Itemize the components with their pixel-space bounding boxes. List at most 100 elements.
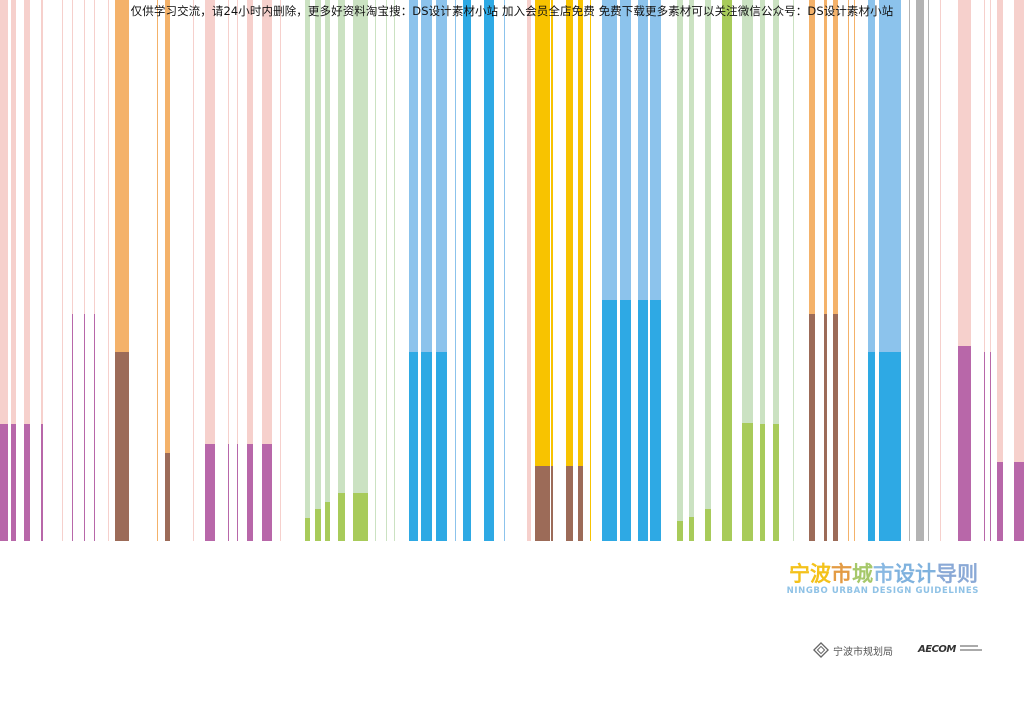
- stripe-bottom: [742, 423, 753, 541]
- stripe-bottom: [228, 444, 229, 541]
- stripe-top: [484, 0, 494, 541]
- stripe-bottom: [338, 493, 345, 541]
- title-char: 设: [894, 562, 915, 586]
- stripe-top: [990, 0, 991, 352]
- stripe-top: [24, 0, 30, 424]
- stripe-top: [868, 0, 875, 352]
- stripe-bottom: [84, 314, 85, 541]
- title-char: 则: [957, 562, 978, 586]
- stripe-top: [338, 0, 345, 493]
- stripe-top: [848, 0, 849, 541]
- planning-bureau-logo: 宁波市规划局: [813, 641, 893, 659]
- stripe-bottom: [115, 352, 129, 541]
- stripe-bottom: [689, 517, 694, 541]
- stripe-bottom: [353, 493, 368, 541]
- stripe-top: [620, 0, 631, 300]
- aecom-wordmark: AECOM: [918, 643, 956, 655]
- stripe-bottom: [94, 314, 95, 541]
- stripe-top: [809, 0, 815, 314]
- stripe-top: [760, 0, 765, 424]
- stripe-top: [578, 0, 583, 466]
- stripe-bottom: [958, 346, 971, 541]
- stripe-top: [0, 0, 8, 424]
- stripe-top: [705, 0, 711, 509]
- planning-bureau-label: 宁波市规划局: [833, 646, 893, 658]
- stripe-top: [677, 0, 683, 521]
- stripe-top: [386, 0, 387, 541]
- stripe-bottom: [638, 300, 648, 541]
- aecom-logo: AECOM: [918, 641, 982, 657]
- stripe-top: [353, 0, 368, 493]
- stripe-top: [94, 0, 95, 314]
- stripe-bottom: [305, 518, 310, 541]
- stripe-top: [205, 0, 215, 444]
- stripe-top: [958, 0, 971, 346]
- stripe-bottom: [984, 352, 985, 541]
- stripe-top: [305, 0, 310, 518]
- stripe-bottom: [760, 424, 765, 541]
- stripe-bottom: [773, 424, 779, 541]
- stripe-top: [455, 0, 456, 541]
- stripe-bottom: [205, 444, 215, 541]
- aecom-subtext-mark: [959, 645, 982, 651]
- title-char: 市: [831, 562, 852, 586]
- stripe-top: [722, 0, 732, 541]
- stripe-top: [193, 0, 194, 541]
- stripe-top: [409, 0, 418, 352]
- stripe-top: [824, 0, 827, 314]
- stripe-top: [436, 0, 447, 352]
- stripe-bottom: [809, 314, 815, 541]
- stripe-top: [62, 0, 63, 541]
- title-char: 城: [852, 562, 873, 586]
- stripe-top: [237, 0, 238, 444]
- stripe-top: [590, 0, 591, 541]
- stripe-top: [394, 0, 395, 541]
- stripe-top: [41, 0, 43, 424]
- stripe-top: [879, 0, 901, 352]
- stripe-bottom: [997, 462, 1003, 541]
- stripe-top: [165, 0, 170, 453]
- stripe-top: [108, 0, 109, 541]
- stripe-top: [638, 0, 648, 300]
- stripe-bottom: [41, 424, 43, 541]
- stripe-bottom: [0, 424, 8, 541]
- stripe-top: [375, 0, 376, 541]
- stripe-top: [11, 0, 16, 424]
- stripe-bottom: [165, 453, 170, 541]
- title-char: 波: [810, 562, 831, 586]
- stripe-top: [115, 0, 129, 352]
- stripe-bottom: [677, 521, 683, 541]
- stripe-top: [566, 0, 573, 466]
- stripe-top: [72, 0, 73, 314]
- title-english: NINGBO URBAN DESIGN GUIDELINES: [786, 586, 979, 596]
- stripe-top: [228, 0, 229, 444]
- stripe-bottom: [833, 314, 838, 541]
- stripe-bottom: [262, 444, 272, 541]
- stripe-bottom: [325, 502, 330, 541]
- stripe-top: [463, 0, 471, 541]
- stripe-top: [773, 0, 779, 424]
- title-chinese: 宁波市城市设计导则: [789, 558, 978, 588]
- stripe-bottom: [566, 466, 573, 541]
- stripe-bottom: [824, 314, 827, 541]
- stripe-bottom: [72, 314, 73, 541]
- diamond-emblem-icon: [813, 642, 829, 658]
- watermark-text: 仅供学习交流，请24小时内删除，更多好资料淘宝搜：DS设计素材小站 加入会员全店…: [130, 4, 894, 18]
- stripe-bottom: [602, 300, 617, 541]
- stripe-bottom: [535, 466, 550, 541]
- stripe-top: [909, 0, 910, 541]
- stripe-bottom: [650, 300, 661, 541]
- stripe-top: [247, 0, 253, 444]
- stripe-top: [280, 0, 281, 541]
- stripe-bottom: [421, 352, 432, 541]
- title-char: 宁: [789, 562, 810, 586]
- stripe-bottom: [436, 352, 447, 541]
- stripe-top: [84, 0, 85, 314]
- stripe-bottom: [1014, 462, 1024, 541]
- stripe-top: [833, 0, 838, 314]
- stripe-top: [928, 0, 929, 541]
- stripe-top: [689, 0, 694, 517]
- stripe-top: [504, 0, 505, 541]
- stripe-bottom: [237, 444, 238, 541]
- stripe-top: [650, 0, 661, 300]
